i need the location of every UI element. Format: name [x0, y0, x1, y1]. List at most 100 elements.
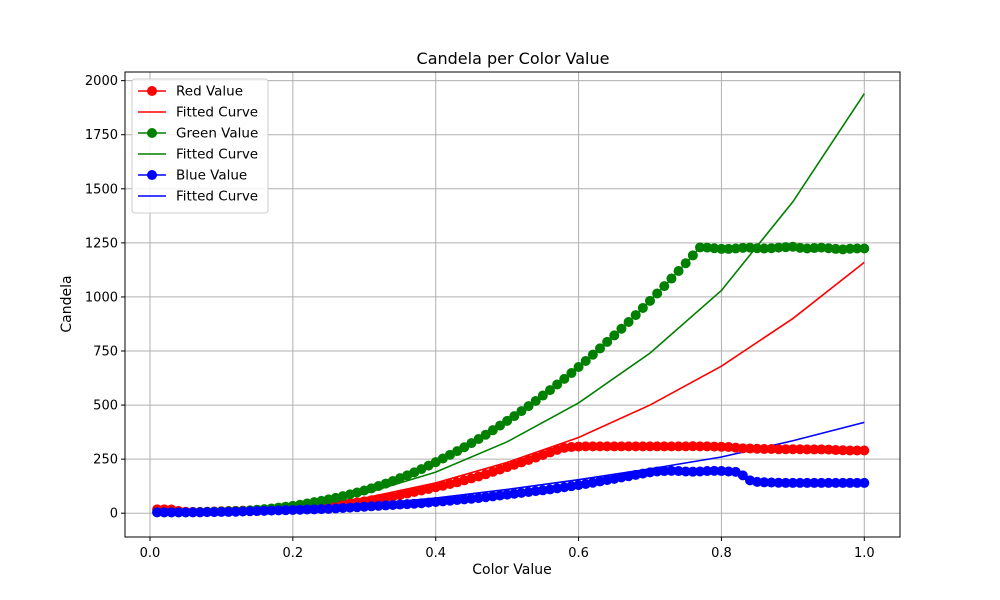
- legend-swatch-marker: [147, 170, 157, 180]
- data-point: [609, 330, 620, 341]
- data-point: [645, 295, 655, 306]
- data-point: [287, 504, 298, 515]
- y-tick-label-7: 1750: [85, 128, 118, 143]
- data-point: [859, 477, 870, 488]
- data-point: [545, 385, 555, 396]
- data-point: [380, 500, 391, 511]
- data-point: [666, 441, 677, 452]
- data-point: [680, 466, 691, 477]
- data-point: [687, 250, 698, 261]
- data-point: [737, 443, 748, 454]
- data-point: [802, 444, 813, 455]
- legend-item-1: Fitted Curve: [138, 105, 258, 121]
- data-point: [787, 444, 798, 455]
- data-point: [673, 265, 684, 276]
- data-point: [623, 441, 634, 452]
- legend-label-3: Fitted Curve: [176, 147, 258, 163]
- data-point: [666, 273, 677, 284]
- data-point: [802, 243, 813, 254]
- data-point: [652, 441, 663, 452]
- data-point: [587, 349, 598, 360]
- data-point: [180, 507, 191, 518]
- data-point: [787, 477, 798, 488]
- data-point: [737, 470, 748, 481]
- data-point: [595, 441, 605, 452]
- data-point: [195, 507, 205, 518]
- data-point: [773, 444, 784, 455]
- data-point: [580, 441, 591, 452]
- data-point: [237, 506, 248, 517]
- data-point: [216, 506, 227, 517]
- data-point: [680, 258, 691, 269]
- data-point: [223, 506, 234, 517]
- data-point: [552, 379, 563, 390]
- data-point: [830, 477, 841, 488]
- data-point: [852, 445, 863, 456]
- data-point: [352, 502, 363, 513]
- data-point: [816, 444, 827, 455]
- data-point: [780, 242, 791, 253]
- data-point: [516, 406, 527, 417]
- data-point: [230, 506, 241, 517]
- data-point: [759, 477, 770, 488]
- legend-item-5: Fitted Curve: [138, 189, 258, 205]
- data-point: [652, 288, 663, 299]
- data-point: [752, 476, 763, 487]
- data-point: [816, 477, 827, 488]
- data-point: [209, 507, 220, 518]
- data-point: [373, 500, 384, 511]
- plot-frame: [124, 71, 901, 538]
- data-point: [202, 507, 213, 518]
- data-point: [716, 243, 727, 254]
- data-point: [695, 466, 705, 477]
- data-point: [509, 411, 520, 422]
- data-point: [666, 465, 677, 476]
- data-point: [616, 441, 627, 452]
- data-point: [487, 425, 498, 436]
- data-point: [709, 465, 720, 476]
- x-tick-label-1: 0.2: [283, 546, 304, 561]
- x-tick-label-0: 0.0: [140, 546, 161, 561]
- data-point: [723, 243, 734, 254]
- data-point: [152, 507, 163, 518]
- data-point: [630, 310, 641, 321]
- data-point: [566, 368, 577, 379]
- data-point: [537, 390, 548, 401]
- data-point: [823, 444, 834, 455]
- data-point: [566, 442, 577, 453]
- data-point: [830, 445, 841, 456]
- data-point: [859, 243, 870, 254]
- data-point: [673, 441, 684, 452]
- data-point: [809, 243, 820, 254]
- data-point: [595, 343, 605, 354]
- data-point: [802, 477, 813, 488]
- x-axis: 0.0 0.2 0.4 0.6 0.8 1.0: [140, 537, 875, 561]
- legend-item-2: Green Value: [138, 126, 258, 142]
- data-point: [245, 506, 255, 517]
- data-point: [302, 504, 313, 515]
- data-point: [709, 441, 720, 452]
- data-point: [602, 441, 613, 452]
- data-point: [716, 441, 727, 452]
- legend-label-5: Fitted Curve: [176, 189, 258, 205]
- data-point: [695, 242, 705, 253]
- data-point: [845, 445, 855, 456]
- data-point: [659, 281, 670, 292]
- legend-swatch-marker: [147, 86, 157, 96]
- data-point: [845, 243, 855, 254]
- data-point: [409, 498, 420, 509]
- data-point: [637, 441, 648, 452]
- data-point: [309, 504, 320, 515]
- data-point: [680, 441, 691, 452]
- data-point: [845, 477, 855, 488]
- data-point: [173, 507, 184, 518]
- data-point: [295, 504, 305, 515]
- data-point: [266, 505, 277, 516]
- data-point: [766, 443, 777, 454]
- data-point: [823, 477, 834, 488]
- data-point: [523, 401, 534, 412]
- data-point: [166, 507, 177, 518]
- data-point: [795, 444, 805, 455]
- data-point: [573, 441, 584, 452]
- data-point: [773, 242, 784, 253]
